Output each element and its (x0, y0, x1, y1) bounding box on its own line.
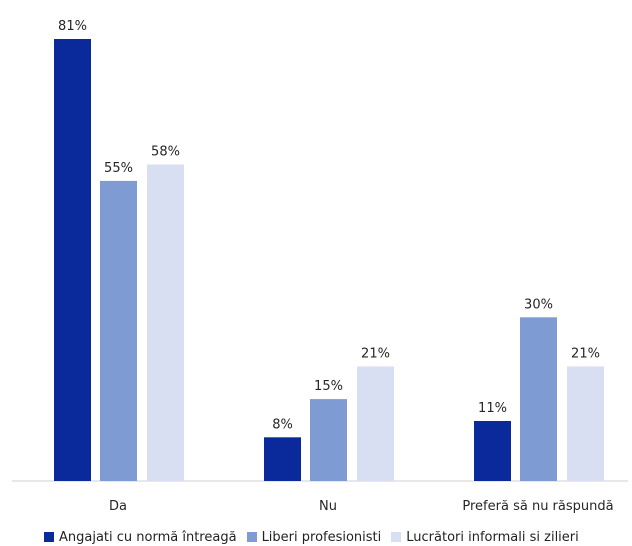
legend-item-1: Angajati cu normă întreagă (44, 530, 237, 545)
legend-item-3: Lucrători informali si zilieri (391, 529, 579, 545)
legend-label-2: Liberi profesionisti (261, 529, 382, 545)
bar-2-series-2 (310, 399, 347, 481)
data-label-1-series-3: 58% (151, 145, 180, 160)
bar-3-series-2 (520, 317, 557, 481)
bar-1-series-2 (100, 180, 137, 481)
data-label-3-series-2: 30% (524, 297, 553, 312)
bar-1-series-1 (54, 39, 91, 481)
data-label-3-series-1: 11% (478, 401, 507, 416)
data-label-2-series-3: 21% (361, 346, 390, 361)
legend-swatch-3 (391, 532, 402, 542)
category-label-2: Nu (319, 499, 337, 514)
data-label-3-series-3: 21% (571, 346, 600, 361)
data-label-2-series-1: 8% (272, 417, 293, 432)
category-label-3: Preferă să nu răspundă (462, 499, 613, 514)
chart-legend: Angajati cu normă întreagă Liberi profesi… (44, 528, 632, 546)
data-label-2-series-2: 15% (314, 379, 343, 394)
legend-item-2: Liberi profesionisti (246, 529, 382, 545)
bar-3-series-1 (474, 421, 511, 481)
data-label-1-series-1: 81% (58, 19, 87, 34)
legend-label-3: Lucrători informali si zilieri (406, 529, 579, 545)
legend-label-1: Angajati cu normă întreagă (59, 529, 237, 545)
legend-swatch-1 (44, 532, 54, 542)
bar-3-series-3 (567, 366, 604, 481)
data-label-1-series-2: 55% (104, 161, 133, 176)
category-label-1: Da (109, 499, 127, 514)
bar-2-series-1 (264, 437, 301, 481)
bar-2-series-3 (357, 366, 394, 481)
bar-1-series-3 (147, 164, 184, 481)
legend-swatch-2 (246, 532, 257, 542)
